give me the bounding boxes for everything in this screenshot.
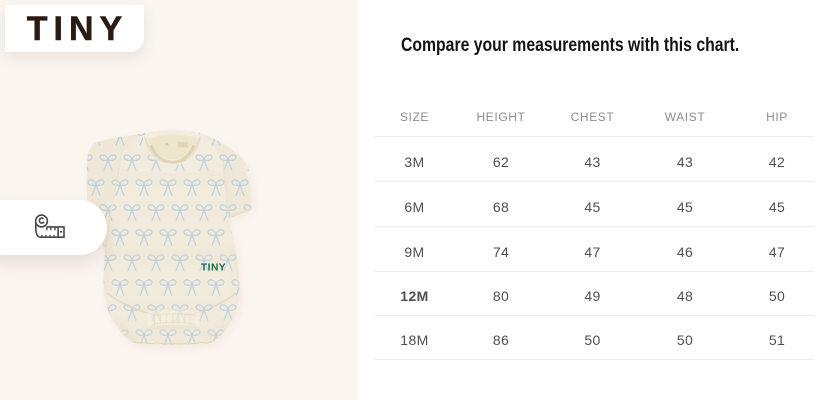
svg-text:TINY: TINY [201,263,226,274]
